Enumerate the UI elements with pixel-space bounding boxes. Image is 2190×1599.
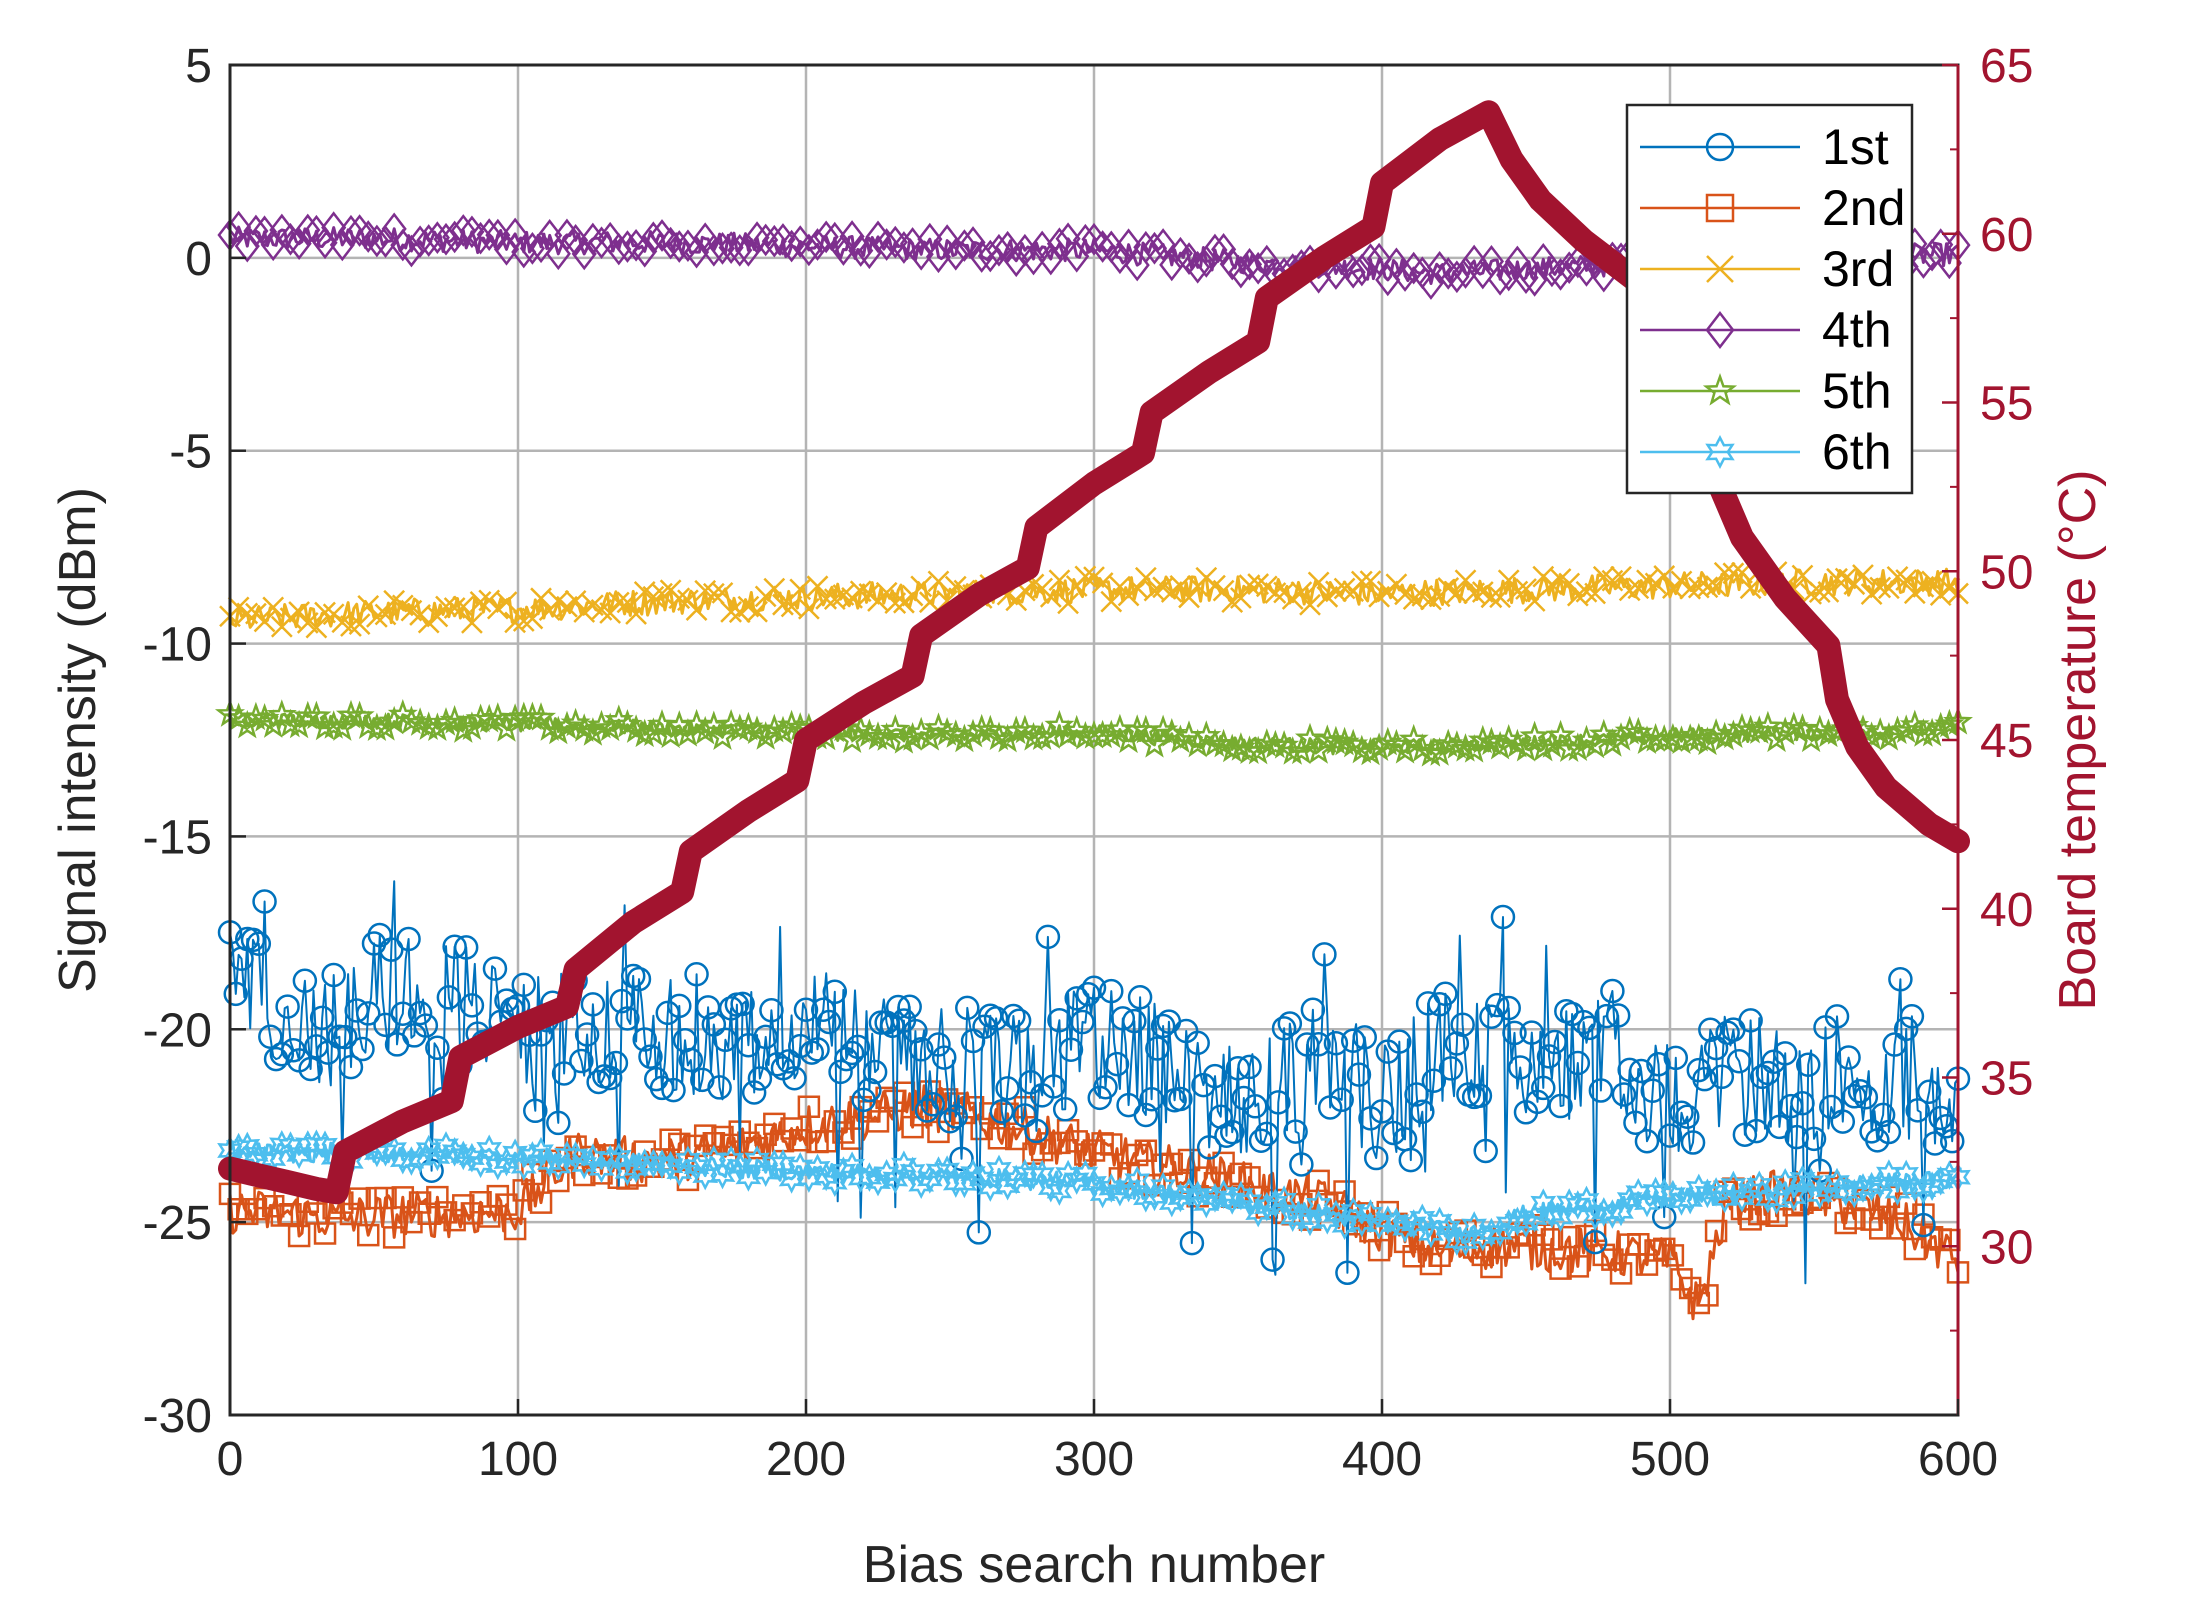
- legend-item-2nd: 2nd: [1640, 180, 1905, 236]
- x-tick-label: 400: [1342, 1433, 1422, 1486]
- legend-item-3rd: 3rd: [1640, 241, 1894, 297]
- legend-item-6th: 6th: [1640, 424, 1892, 480]
- y2-tick-label: 65: [1980, 40, 2033, 93]
- legend-item-5th: 5th: [1640, 363, 1892, 419]
- y-tick-label: -15: [143, 811, 212, 864]
- legend-marker: [1702, 372, 1738, 406]
- y2-tick-label: 55: [1980, 378, 2033, 431]
- series-1st: [217, 880, 1971, 1285]
- y2-tick-label: 45: [1980, 715, 2033, 768]
- y2-tick-label: 30: [1980, 1221, 2033, 1274]
- y-tick-label: -10: [143, 619, 212, 672]
- series-markers-1st: [217, 889, 1971, 1285]
- legend-item-1st: 1st: [1640, 119, 1889, 175]
- legend-label: 5th: [1822, 363, 1892, 419]
- legend-marker: [1705, 434, 1735, 470]
- y-tick-label: -20: [143, 1004, 212, 1057]
- legend-label: 1st: [1822, 119, 1889, 175]
- legend-box: [1625, 103, 1914, 495]
- legend-label: 4th: [1822, 302, 1892, 358]
- x-tick-label: 0: [217, 1433, 244, 1486]
- y2-tick-label: 60: [1980, 209, 2033, 262]
- legend-marker: [1705, 132, 1735, 162]
- legend-label: 2nd: [1822, 180, 1905, 236]
- y2-axis-label: Board temperature (°C): [2049, 470, 2107, 1011]
- y-tick-label: -25: [143, 1197, 212, 1250]
- y2-tick-label: 50: [1980, 546, 2033, 599]
- legend-item-4th: 4th: [1640, 302, 1892, 358]
- x-tick-label: 200: [766, 1433, 846, 1486]
- series-line-6th: [228, 1141, 1959, 1244]
- series-2nd: [218, 1080, 1970, 1321]
- x-tick-label: 300: [1054, 1433, 1134, 1486]
- y-tick-label: -5: [169, 426, 212, 479]
- y2-tick-label: 40: [1980, 884, 2033, 937]
- x-axis-label: Bias search number: [863, 1536, 1325, 1594]
- x-tick-label: 100: [478, 1433, 558, 1486]
- x-tick-label: 500: [1630, 1433, 1710, 1486]
- y-tick-label: 5: [185, 40, 212, 93]
- y2-tick-label: 35: [1980, 1053, 2033, 1106]
- series-6th: [217, 1129, 1971, 1257]
- series-layer: [214, 210, 1973, 1321]
- y-axis-label: Signal intensity (dBm): [49, 487, 107, 993]
- axis-ticks: 0 100 200 300 400 500 60050-5-10-15-20-25-3065…: [143, 40, 2034, 1486]
- y-tick-label: -30: [143, 1390, 212, 1443]
- x-tick-label: 600: [1918, 1433, 1998, 1486]
- legend-marker: [1706, 255, 1734, 283]
- legend-label: 3rd: [1822, 241, 1894, 297]
- legend-label: 6th: [1822, 424, 1892, 480]
- legend-marker: [1705, 311, 1735, 349]
- series-line-1st: [229, 880, 1959, 1285]
- y-tick-label: 0: [185, 233, 212, 286]
- legend-marker: [1705, 193, 1735, 223]
